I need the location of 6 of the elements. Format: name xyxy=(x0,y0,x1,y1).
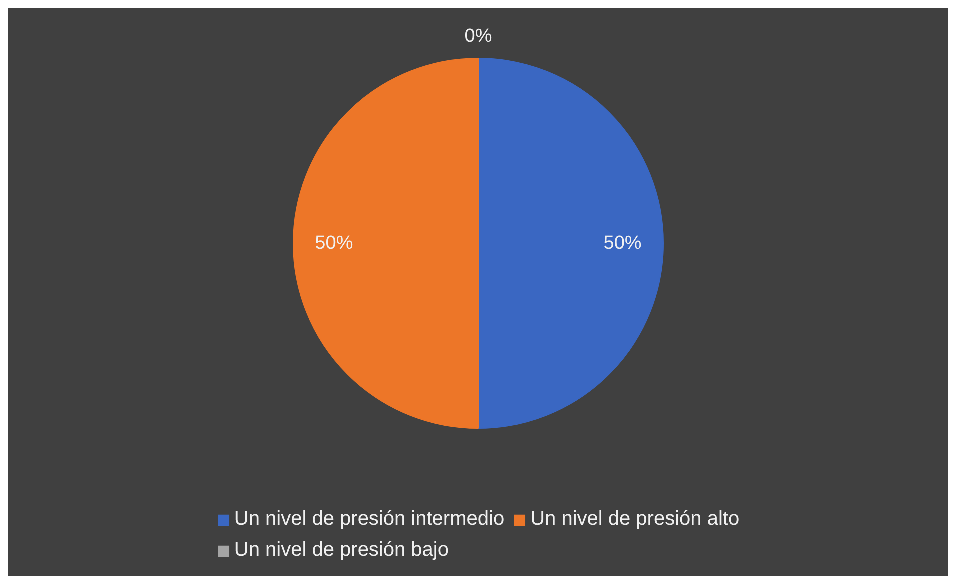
legend-label: Un nivel de presión alto xyxy=(530,508,740,531)
legend-label: Un nivel de presión bajo xyxy=(234,539,450,562)
legend-label: Un nivel de presión intermedio xyxy=(234,508,505,531)
text: 0% xyxy=(464,26,492,47)
data-label: 50% xyxy=(315,233,354,254)
data-label: 50% xyxy=(604,233,642,254)
